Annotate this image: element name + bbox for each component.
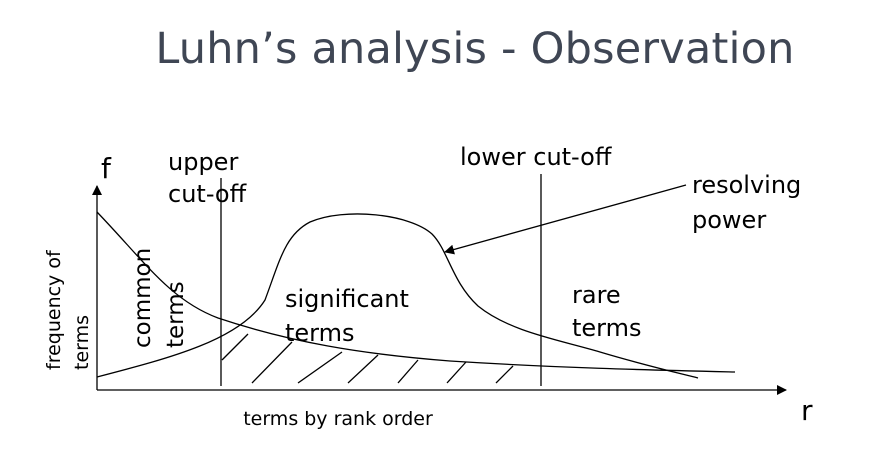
lower-cutoff-label: lower cut-off <box>460 143 612 171</box>
slide-title: Luhn’s analysis - Observation <box>155 24 795 74</box>
significant-terms-label-line1: significant <box>285 285 409 313</box>
rare-terms-label-line2: terms <box>572 314 642 342</box>
resolving-power-curve <box>96 213 699 379</box>
y-axis-label-line1: frequency of <box>43 249 65 370</box>
resolving-power-label-line2: power <box>692 206 766 234</box>
y-axis-label-line2: terms <box>71 315 93 370</box>
upper-cutoff-label-line2: cut-off <box>168 180 247 208</box>
significant-terms-label-line2: terms <box>285 319 355 347</box>
frequency-curve <box>96 211 736 373</box>
rare-terms-label-line1: rare <box>572 281 621 309</box>
common-terms-label-line2: terms <box>163 281 189 348</box>
common-terms-label-line1: common <box>130 248 156 348</box>
upper-cutoff-label-line1: upper <box>168 148 238 176</box>
resolving-power-label-line1: resolving <box>692 171 801 199</box>
resolving-power-arrow <box>444 184 687 255</box>
significant-area-hatching <box>221 333 514 384</box>
x-axis-symbol: r <box>801 394 813 427</box>
y-axis-symbol: f <box>101 152 112 185</box>
x-axis-label: terms by rank order <box>243 408 433 430</box>
